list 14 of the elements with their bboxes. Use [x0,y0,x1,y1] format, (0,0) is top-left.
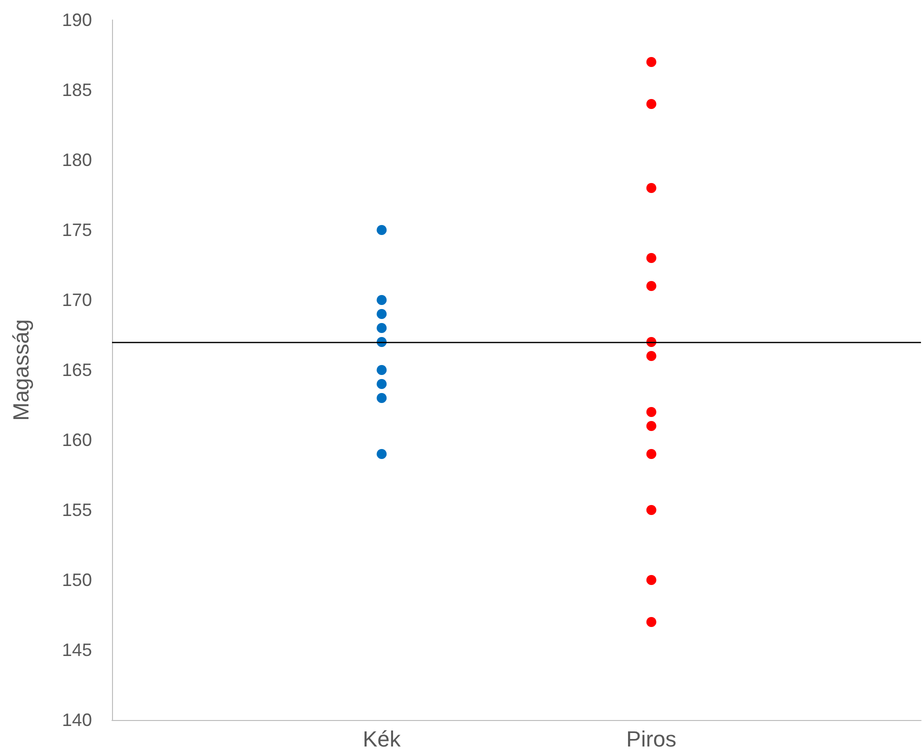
y-tick-label: 185 [62,80,92,100]
y-tick-label: 165 [62,360,92,380]
y-axis-title: Magasság [8,319,34,421]
y-tick-label: 180 [62,150,92,170]
y-tick-label: 150 [62,570,92,590]
y-tick-label: 145 [62,640,92,660]
y-tick-label: 175 [62,220,92,240]
y-tick-label: 160 [62,430,92,450]
y-tick-label: 140 [62,710,92,730]
x-tick-label: Kék [362,726,402,752]
x-tick-label: Piros [626,726,676,752]
y-tick-label: 190 [62,10,92,30]
y-tick-label: 170 [62,290,92,310]
y-tick-label: 155 [62,500,92,520]
